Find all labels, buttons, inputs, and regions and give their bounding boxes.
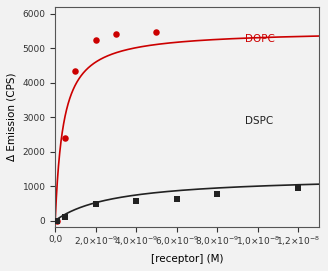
Point: [63, 215, 68, 219]
Text: DSPC: DSPC: [245, 116, 273, 126]
Point: [93, 37, 98, 42]
Point: [174, 197, 179, 201]
Point: [55, 218, 60, 223]
Point: [73, 69, 78, 73]
Point: [133, 198, 139, 203]
X-axis label: [receptor] (M): [receptor] (M): [151, 254, 223, 264]
Text: DOPC: DOPC: [245, 34, 275, 44]
Point: [296, 186, 301, 190]
Point: [93, 202, 98, 206]
Y-axis label: Δ Emission (CPS): Δ Emission (CPS): [7, 73, 17, 162]
Point: [55, 218, 60, 223]
Point: [63, 136, 68, 140]
Point: [154, 30, 159, 34]
Point: [113, 32, 119, 36]
Point: [215, 192, 220, 196]
